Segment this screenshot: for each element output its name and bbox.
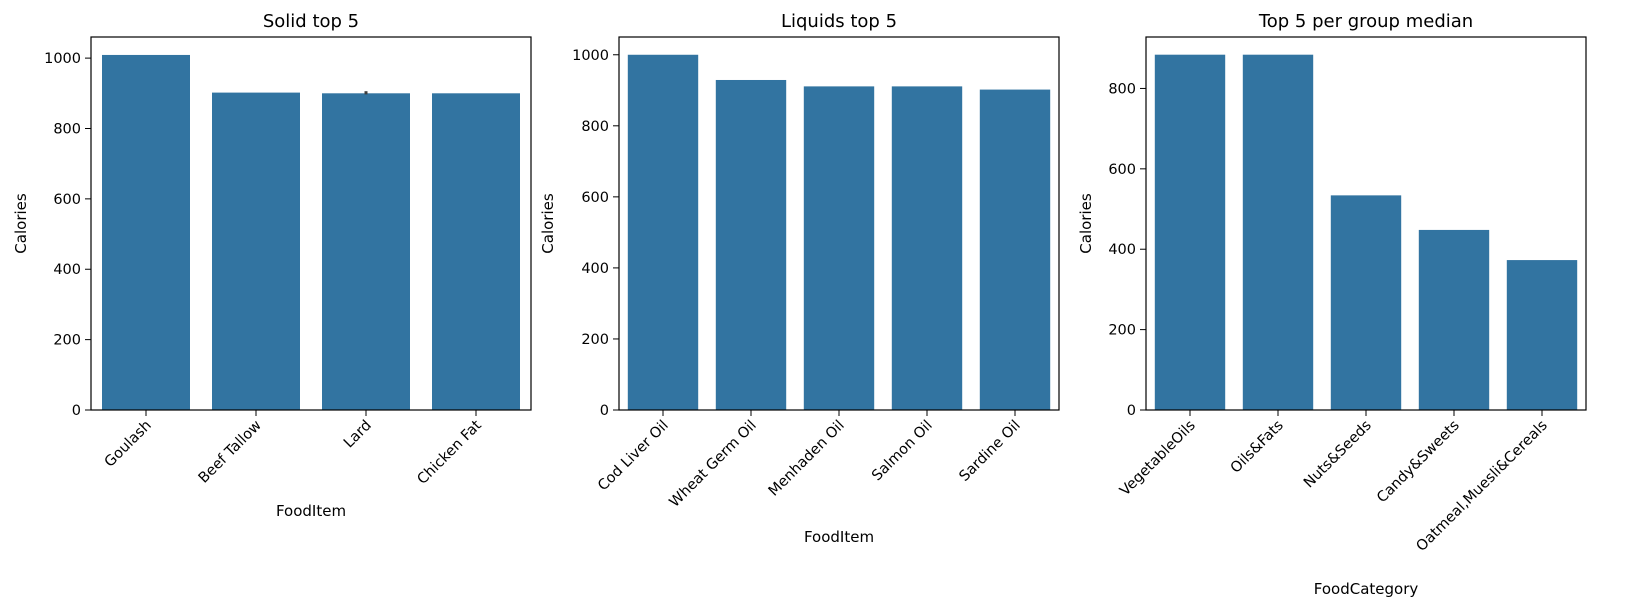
bar [1242, 54, 1314, 410]
chart-title: Solid top 5 [263, 11, 359, 32]
chart-panel-3: 0 200 400 600 800 VegetableOils Oils&Fats Nuts&… [1077, 11, 1587, 598]
bar [1154, 54, 1226, 410]
x-tick-label: Sardine Oil [956, 418, 1023, 485]
axes-frame [90, 36, 532, 411]
y-tick-label: 800 [581, 119, 609, 135]
x-tick-label: Nuts&Seeds [1301, 418, 1375, 492]
x-tick-label: Cod Liver Oil [595, 418, 672, 495]
x-tick-label: Menhaden Oil [766, 418, 848, 500]
x-axis-label: FoodItem [804, 528, 874, 546]
y-tick-label: 600 [1108, 162, 1136, 178]
bar [212, 92, 300, 410]
y-tick-label: 800 [53, 121, 81, 137]
bar [979, 89, 1051, 410]
y-tick-label: 600 [53, 192, 81, 208]
x-tick-label: Oils&Fats [1228, 418, 1287, 477]
x-tick-label: Candy&Sweets [1374, 418, 1463, 507]
y-tick-label: 0 [600, 403, 609, 419]
y-axis-label: Calories [539, 193, 557, 254]
x-tick-label: Lard [341, 418, 375, 452]
bar [102, 54, 190, 410]
y-tick-label: 1000 [572, 48, 609, 64]
x-tick-label: Salmon Oil [869, 418, 936, 485]
bar [803, 86, 875, 410]
bar [322, 93, 410, 411]
y-tick-label: 0 [1127, 403, 1136, 419]
y-tick-label: 600 [581, 190, 609, 206]
y-tick-label: 1000 [44, 51, 81, 67]
y-tick-label: 200 [581, 332, 609, 348]
bar [627, 54, 699, 410]
bar [1418, 229, 1490, 410]
y-tick-label: 0 [72, 403, 81, 419]
bar [715, 79, 787, 410]
x-tick-label: VegetableOils [1117, 418, 1199, 500]
chart-panel-1: 0 200 400 600 800 1000 Goulash Beef Tallow Lard C… [12, 11, 532, 520]
x-tick-label: Chicken Fat [414, 417, 485, 488]
y-tick-label: 200 [53, 333, 81, 349]
bar [891, 86, 963, 410]
y-tick-label: 800 [1108, 81, 1136, 97]
x-tick-label: Wheat Germ Oil [667, 418, 760, 511]
x-tick-label: Beef Tallow [196, 417, 265, 486]
y-axis-label: Calories [1077, 193, 1095, 254]
y-tick-label: 400 [581, 261, 609, 277]
x-axis-label: FoodCategory [1314, 580, 1419, 598]
bar [432, 93, 520, 411]
x-axis-label: FoodItem [276, 502, 346, 520]
y-tick-label: 400 [1108, 242, 1136, 258]
y-tick-label: 400 [53, 262, 81, 278]
y-tick-label: 200 [1108, 323, 1136, 339]
y-axis-label: Calories [12, 193, 30, 254]
bar [1506, 260, 1578, 410]
bar [1330, 195, 1402, 410]
x-tick-label: Goulash [102, 418, 155, 471]
chart-title: Top 5 per group median [1258, 11, 1473, 32]
chart-title: Liquids top 5 [781, 11, 897, 32]
